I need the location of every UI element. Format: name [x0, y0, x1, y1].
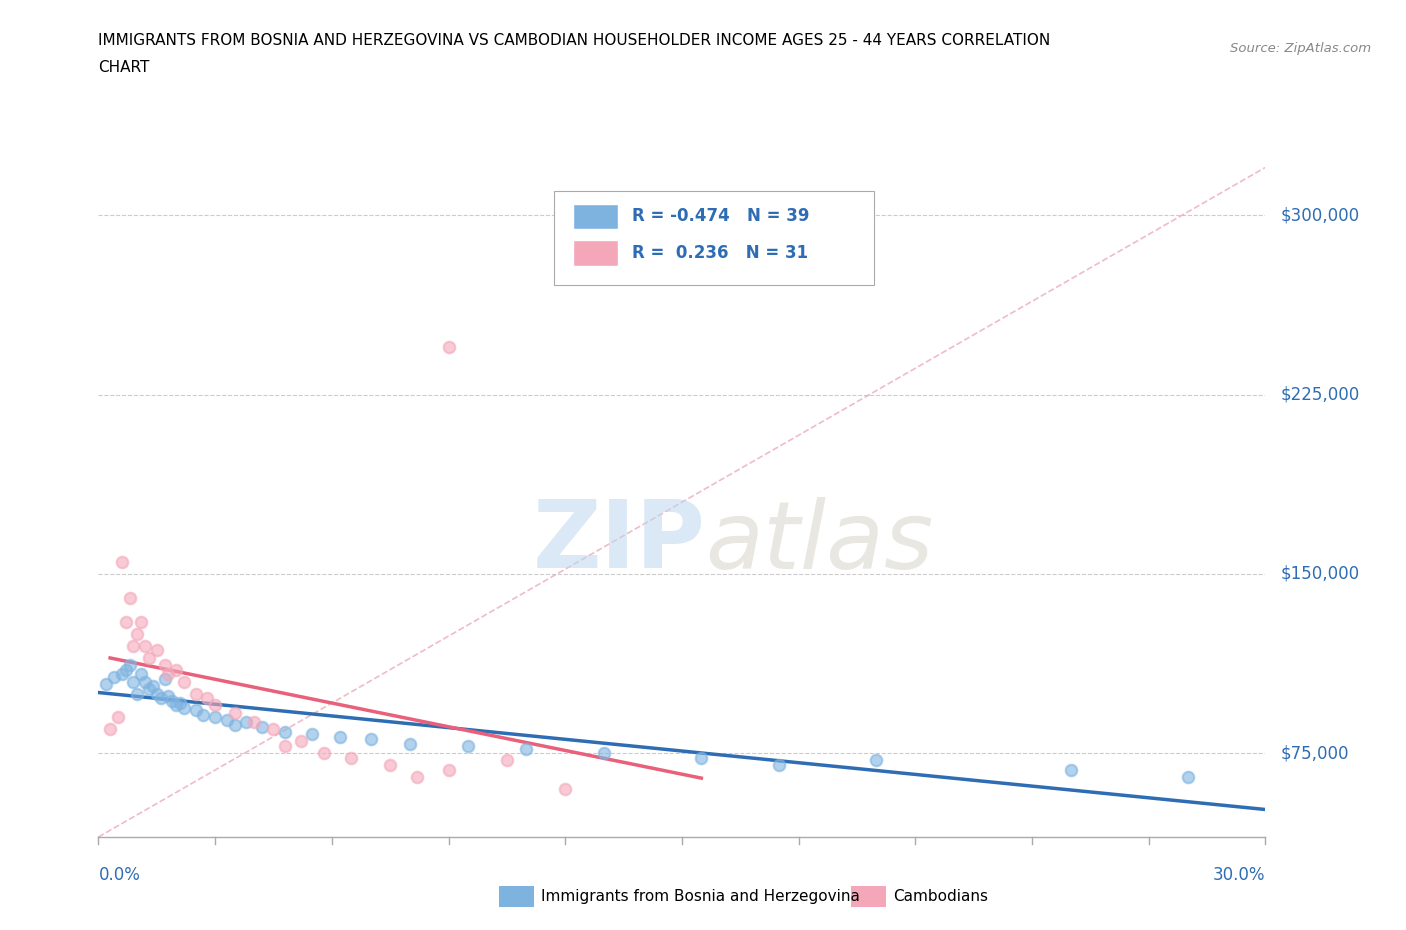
Point [250, 720, 273, 735]
Point [340, 751, 363, 765]
Point [290, 734, 312, 749]
Text: $150,000: $150,000 [1281, 565, 1360, 583]
Point [111, 554, 134, 569]
Point [142, 679, 165, 694]
Point [378, 758, 402, 773]
Text: CHART: CHART [98, 60, 150, 75]
Point [437, 339, 460, 354]
Point [204, 710, 226, 724]
Point [398, 737, 420, 751]
Point [184, 703, 207, 718]
Point [96, 676, 118, 691]
Point [103, 670, 125, 684]
Point [235, 715, 257, 730]
Point [406, 770, 429, 785]
Text: IMMIGRANTS FROM BOSNIA AND HERZEGOVINA VS CAMBODIAN HOUSEHOLDER INCOME AGES 25 -: IMMIGRANTS FROM BOSNIA AND HERZEGOVINA V… [98, 33, 1050, 47]
Point [1177, 770, 1199, 785]
Point [118, 658, 141, 672]
Point [274, 724, 297, 739]
Point [153, 658, 176, 672]
Point [127, 626, 149, 641]
Point [111, 667, 134, 682]
Point [224, 705, 246, 720]
Point [134, 638, 156, 653]
Point [157, 667, 180, 682]
Point [184, 686, 207, 701]
Point [329, 729, 352, 744]
Point [215, 712, 238, 727]
Point [162, 693, 184, 708]
Point [122, 638, 145, 653]
Text: Immigrants from Bosnia and Herzegovina: Immigrants from Bosnia and Herzegovina [541, 889, 860, 904]
Point [157, 688, 180, 703]
Point [153, 671, 176, 686]
Point [301, 726, 323, 741]
Point [457, 738, 479, 753]
Point [224, 717, 246, 732]
Point [243, 715, 266, 730]
Text: atlas: atlas [706, 497, 934, 588]
Text: 30.0%: 30.0% [1213, 866, 1265, 884]
Point [122, 674, 145, 689]
Point [146, 686, 169, 701]
Point [262, 722, 284, 737]
Text: R = -0.474   N = 39: R = -0.474 N = 39 [631, 207, 810, 225]
Point [134, 674, 156, 689]
Point [768, 758, 790, 773]
Point [554, 782, 576, 797]
Point [274, 738, 297, 753]
Bar [574, 204, 617, 229]
Point [138, 650, 160, 665]
Text: $225,000: $225,000 [1281, 386, 1360, 404]
Point [1060, 763, 1083, 777]
Point [173, 674, 195, 689]
FancyBboxPatch shape [554, 191, 875, 285]
Point [138, 682, 160, 697]
Point [129, 615, 152, 630]
Text: $75,000: $75,000 [1281, 744, 1350, 763]
Point [515, 741, 537, 756]
Point [118, 591, 141, 605]
Point [193, 708, 215, 723]
Text: Source: ZipAtlas.com: Source: ZipAtlas.com [1230, 42, 1371, 55]
Point [127, 686, 149, 701]
Point [360, 732, 382, 747]
Bar [574, 240, 617, 266]
Point [114, 662, 136, 677]
Point [107, 710, 129, 724]
Text: Cambodians: Cambodians [893, 889, 988, 904]
Point [146, 643, 169, 658]
Point [437, 763, 460, 777]
Point [169, 696, 191, 711]
Point [593, 746, 616, 761]
Point [195, 691, 218, 706]
Point [165, 662, 187, 677]
Text: 0.0%: 0.0% [98, 866, 141, 884]
Point [204, 698, 226, 713]
Point [312, 746, 335, 761]
Point [129, 667, 152, 682]
Point [690, 751, 713, 765]
Point [114, 615, 136, 630]
Text: $300,000: $300,000 [1281, 206, 1360, 224]
Point [173, 700, 195, 715]
Point [149, 691, 172, 706]
Text: R =  0.236   N = 31: R = 0.236 N = 31 [631, 244, 808, 262]
Point [865, 753, 887, 768]
Point [165, 698, 187, 713]
Point [495, 753, 517, 768]
Point [98, 722, 121, 737]
Text: ZIP: ZIP [533, 497, 706, 589]
